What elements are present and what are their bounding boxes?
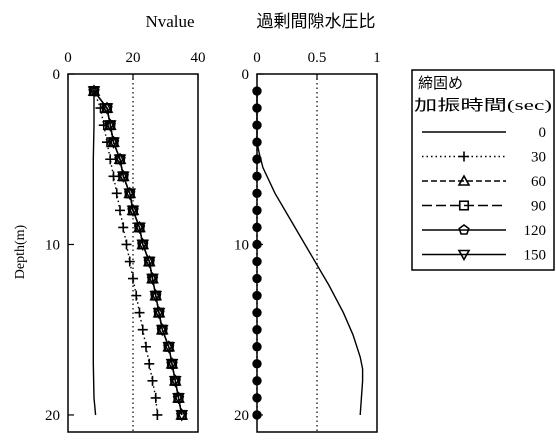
data-point-30: [137, 324, 148, 335]
data-point-30: [111, 188, 122, 199]
nvalue-title: Nvalue: [145, 12, 194, 31]
data-point-150: [155, 324, 169, 337]
x-tick-label: 40: [191, 50, 206, 66]
data-point-30: [121, 239, 132, 250]
series-0: [256, 91, 364, 416]
data-point-30: [134, 307, 145, 318]
series-30: [89, 86, 163, 420]
legend-entries: 0 30 60 90 120 150: [422, 125, 546, 264]
data-point-150: [168, 376, 182, 388]
data-point-30: [150, 392, 161, 403]
x-tick-label: 20: [126, 50, 141, 66]
legend-title-line2: 加振時間(sec): [414, 97, 552, 114]
data-point-150: [87, 86, 101, 98]
data-point-150: [175, 410, 189, 422]
legend-entry-0: 0: [422, 125, 546, 141]
data-point-30: [128, 273, 138, 284]
pore-pressure-plot-frame: [256, 73, 378, 433]
legend-entry-30: 30: [422, 150, 546, 166]
depth-axis-label: Depth(m): [13, 224, 28, 279]
data-point-30: [141, 341, 151, 352]
y-tick-label: 20: [45, 408, 60, 424]
data-point-30: [118, 222, 129, 233]
y-tick-label: 0: [53, 67, 61, 83]
data-point-150: [100, 103, 114, 115]
data-point-150: [123, 188, 137, 200]
data-point-30: [115, 205, 125, 216]
legend-entry-120: 120: [422, 223, 546, 239]
x-tick-label: 0: [64, 50, 72, 66]
data-point-150: [172, 393, 185, 405]
legend-label-60: 60: [531, 174, 546, 190]
data-point-150: [107, 137, 120, 149]
y-tick-label: 10: [45, 237, 60, 253]
data-point-30: [131, 290, 142, 301]
y-tick-label: 0: [242, 67, 250, 83]
pore-pressure-title: 過剰間隙水圧比: [257, 12, 376, 31]
data-point-150: [133, 222, 146, 235]
data-point-30: [147, 375, 158, 386]
legend-box: [411, 69, 555, 271]
legend-title-line1: 締固め: [418, 75, 463, 92]
data-point-150: [136, 239, 150, 252]
x-tick-label: 0.5: [308, 50, 327, 66]
data-point-150: [149, 290, 163, 303]
data-point-150: [142, 256, 156, 269]
legend-marker-90: [458, 200, 470, 211]
series-150: [87, 86, 189, 422]
series-line-30: [93, 90, 159, 416]
x-tick-label: 0: [253, 50, 261, 66]
series-line-0: [256, 91, 364, 416]
nvalue-y-tick-labels: 0 10 20: [45, 67, 74, 424]
data-point-150: [152, 307, 166, 320]
legend-label-0: 0: [539, 125, 547, 141]
data-point-150: [165, 359, 179, 371]
y-tick-label: 10: [234, 237, 249, 253]
data-point-30: [144, 358, 155, 369]
nvalue-plot-frame: [67, 73, 199, 433]
legend-label-150: 150: [524, 248, 547, 264]
data-point-150: [162, 341, 176, 354]
data-point-150: [126, 205, 140, 218]
series-0: [92, 91, 97, 416]
data-point-150: [103, 120, 117, 132]
nvalue-x-tick-labels: 0 20 40: [64, 50, 206, 80]
series-line-0: [92, 91, 97, 416]
legend-marker-60: [457, 174, 471, 186]
legend-entry-150: 150: [422, 248, 546, 264]
data-point-150: [146, 273, 159, 286]
legend: 締固め 加振時間(sec) 0 30 60 90 120 150: [411, 69, 555, 271]
legend-marker-150: [457, 249, 471, 262]
pore-pressure-series-group: [252, 86, 364, 420]
data-point-30: [105, 154, 116, 165]
data-point-30: [108, 171, 119, 182]
legend-entry-90: 90: [422, 199, 546, 215]
legend-marker-30: [459, 151, 469, 162]
pore-pressure-panel: 過剰間隙水圧比 0 0.5 1 0 10 20: [234, 12, 381, 433]
data-point-150: [116, 171, 130, 183]
data-point-30: [152, 409, 163, 420]
legend-label-30: 30: [531, 150, 546, 166]
y-tick-label: 20: [234, 408, 249, 424]
nvalue-series-group: [87, 84, 189, 422]
legend-label-90: 90: [531, 199, 546, 215]
pore-pressure-y-tick-labels: 0 10 20: [234, 67, 263, 424]
legend-marker-120: [458, 224, 470, 235]
x-tick-label: 1: [373, 50, 381, 66]
nvalue-panel: Nvalue 0 20 40 0 10 20 Depth(m): [13, 12, 206, 433]
data-point-30: [124, 256, 135, 267]
legend-label-120: 120: [524, 223, 547, 239]
data-point-150: [113, 154, 127, 166]
legend-entry-60: 60: [422, 174, 546, 190]
